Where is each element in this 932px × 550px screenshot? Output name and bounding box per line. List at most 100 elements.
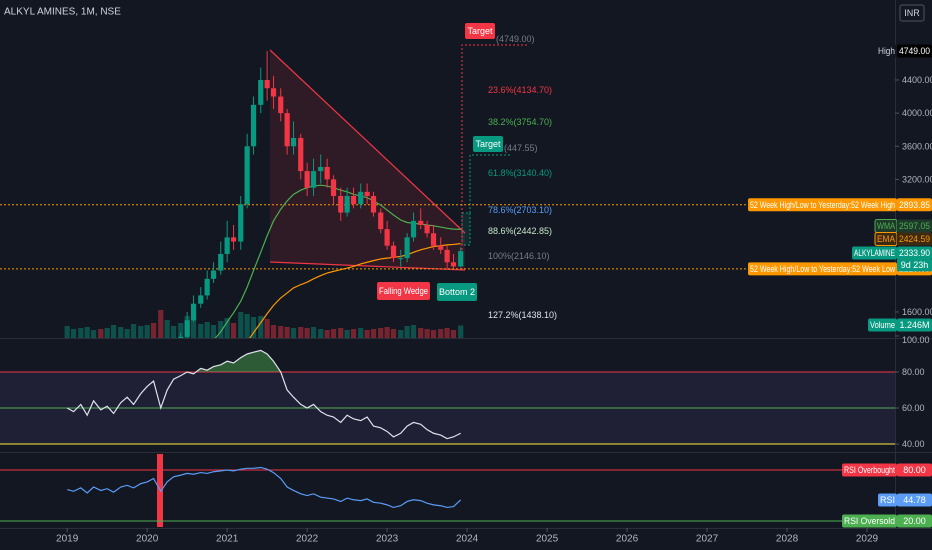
x-tick-label: 2023 bbox=[376, 534, 399, 545]
fib-label: 61.8%(3140.40) bbox=[488, 168, 552, 178]
rsi-value: 44.78 bbox=[903, 495, 926, 505]
y-tick-label: 1600.00 bbox=[902, 307, 932, 317]
price-value: 2333.90 bbox=[899, 248, 930, 258]
level-name-box bbox=[748, 198, 897, 212]
candle-body bbox=[290, 137, 297, 147]
candle-body bbox=[238, 204, 244, 242]
level-value-box bbox=[897, 198, 932, 212]
symbol-title: ALKYL AMINES, 1M, NSE bbox=[4, 7, 121, 18]
ma-value-box bbox=[897, 219, 932, 233]
fib-label: 78.6%(2703.10) bbox=[488, 205, 552, 215]
y-tick-label: 3200.00 bbox=[902, 174, 932, 184]
target-label-box bbox=[465, 23, 495, 39]
rsi-line bbox=[66, 349, 461, 440]
countdown: 9d 23h bbox=[901, 260, 929, 270]
volume-bar bbox=[278, 326, 284, 338]
wedge-upper bbox=[269, 49, 466, 234]
volume-bar bbox=[370, 329, 377, 338]
high-name: High bbox=[878, 46, 895, 56]
candle-body bbox=[244, 146, 250, 205]
rsi-level-name: RSI Oversold bbox=[844, 516, 895, 526]
target-line bbox=[469, 154, 512, 213]
volume-bar bbox=[358, 328, 364, 338]
x-tick-label: 2024 bbox=[456, 534, 479, 545]
level-name-box bbox=[748, 262, 897, 276]
volume-bar bbox=[410, 325, 417, 338]
volume-bar bbox=[258, 316, 264, 338]
candle-body bbox=[398, 258, 404, 260]
target-label-box bbox=[473, 136, 503, 152]
y-tick-label: 4000.00 bbox=[902, 108, 932, 118]
volume-bar bbox=[318, 329, 324, 338]
candle-body bbox=[184, 320, 190, 337]
y-tick-label: 100.00 bbox=[902, 335, 930, 345]
volume-bar bbox=[238, 312, 244, 338]
target-label: Target bbox=[475, 139, 501, 149]
volume-bar bbox=[304, 328, 310, 338]
volume-bar bbox=[430, 330, 437, 338]
target-line bbox=[461, 44, 527, 270]
y-tick-label: 4400.00 bbox=[902, 75, 932, 85]
candle-body bbox=[358, 191, 364, 205]
volume-bar bbox=[418, 328, 424, 338]
candle-body bbox=[458, 251, 464, 267]
candle-body bbox=[430, 233, 437, 246]
currency: INR bbox=[904, 8, 920, 18]
volume-bar bbox=[250, 317, 257, 338]
volume-bar bbox=[90, 330, 97, 338]
volume-bar bbox=[284, 327, 290, 338]
volume-bar bbox=[324, 330, 330, 338]
candle-body bbox=[450, 262, 457, 267]
volume-value: 1.246M bbox=[899, 320, 929, 330]
rsi-level-value-box bbox=[897, 463, 932, 477]
volume-bar bbox=[390, 329, 397, 338]
volume-bar bbox=[98, 329, 104, 338]
fib-label: 127.2%(1438.10) bbox=[488, 310, 557, 320]
volume-bar bbox=[438, 329, 444, 338]
target-label: Target bbox=[467, 26, 493, 36]
candle-body bbox=[418, 220, 424, 225]
volume-bar bbox=[298, 327, 304, 338]
volume-bar bbox=[190, 319, 197, 338]
candle-body bbox=[410, 220, 417, 238]
candle-body bbox=[364, 191, 370, 196]
x-tick-label: 2029 bbox=[856, 534, 879, 545]
volume-bar bbox=[244, 314, 250, 338]
high-name-box bbox=[876, 44, 897, 58]
rsi-value-box bbox=[897, 493, 932, 507]
candle-body bbox=[390, 245, 397, 259]
candle-body bbox=[310, 171, 317, 188]
volume-bar bbox=[78, 328, 84, 338]
ma-name: WMA bbox=[877, 221, 895, 231]
candle-body bbox=[318, 166, 324, 172]
candle-body bbox=[284, 113, 290, 147]
ma-value: 2424.59 bbox=[899, 234, 930, 244]
candle-body bbox=[344, 195, 350, 213]
volume-bar bbox=[264, 319, 270, 338]
candle-body bbox=[330, 179, 337, 196]
candle-body bbox=[444, 249, 450, 263]
volume-bar bbox=[64, 326, 70, 338]
x-tick-label: 2022 bbox=[296, 534, 319, 545]
candle-body bbox=[324, 166, 330, 180]
volume-bar bbox=[158, 310, 164, 338]
volume-bar bbox=[84, 327, 90, 338]
level-name: 52 Week High/Low to Yesterday:52 Week Lo… bbox=[750, 264, 895, 274]
volume-value-box bbox=[897, 318, 932, 332]
price-value-box bbox=[897, 246, 932, 260]
price-name: ALKYLAMINE bbox=[854, 248, 895, 258]
x-tick-label: 2026 bbox=[616, 534, 639, 545]
fib-label: 100%(2146.10) bbox=[488, 251, 550, 261]
volume-bar bbox=[444, 328, 450, 338]
y-tick-label: 80.00 bbox=[902, 367, 925, 377]
overbought-area bbox=[67, 350, 461, 373]
volume-bar bbox=[164, 320, 170, 338]
fib-label: 23.6%(4134.70) bbox=[488, 85, 552, 95]
volume-name-box bbox=[868, 318, 897, 332]
currency-box bbox=[899, 4, 925, 22]
volume-bar bbox=[170, 326, 177, 338]
volume-bar bbox=[378, 328, 384, 338]
volume-bar bbox=[350, 329, 357, 338]
candle-body bbox=[204, 278, 210, 296]
